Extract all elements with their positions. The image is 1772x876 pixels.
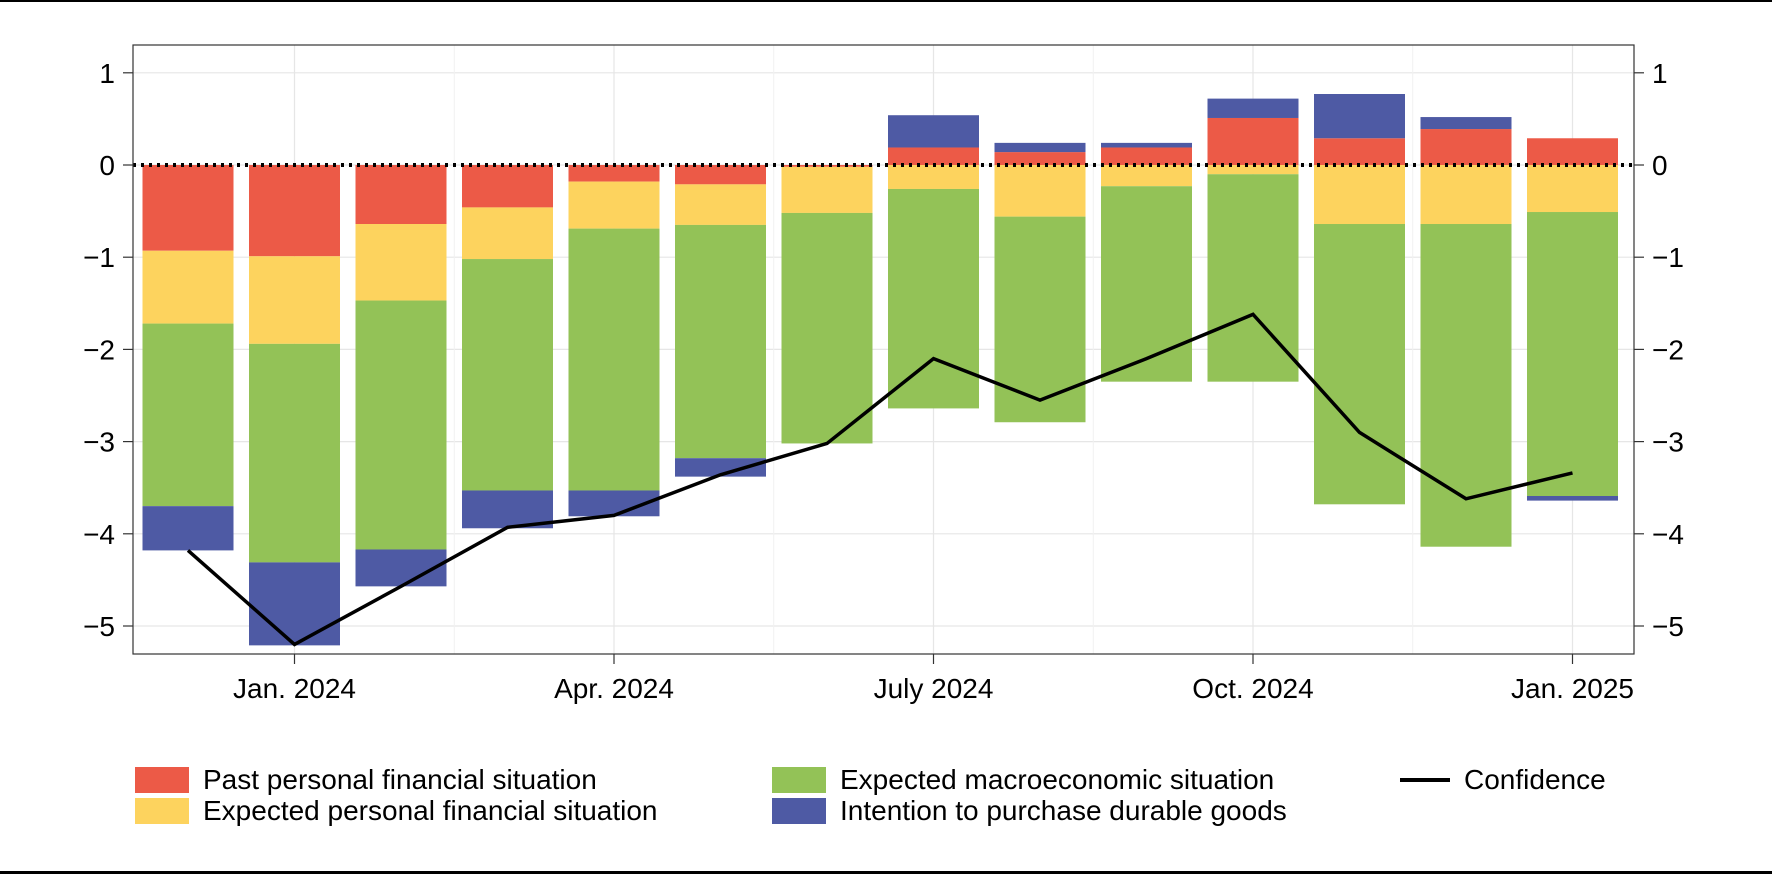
- y-tick-label-right: −4: [1652, 519, 1684, 550]
- bar-segment-series-1-cat-9: [1101, 165, 1192, 187]
- bar-segment-series-3-cat-8: [994, 142, 1086, 153]
- axes-layer: 1 1 0 0 −1 −1 −2 −2 −3 −3 −4 −4 −5 −5 Jan. 2024 Apr. 20…: [83, 44, 1684, 704]
- confidence-line: [186, 312, 1573, 647]
- frame-bottom-border: [0, 871, 1772, 874]
- legend-label-past-personal: Past personal financial situation: [203, 764, 597, 795]
- bar-segment-series-3-cat-0: [142, 506, 234, 551]
- bar-segment-series-2-cat-7: [888, 188, 979, 409]
- y-tick-label-right: −3: [1652, 427, 1684, 458]
- bar-segment-series-0-cat-10: [1207, 117, 1299, 165]
- bar-segment-series-2-cat-4: [568, 228, 660, 491]
- legend-label-expected-macro: Expected macroeconomic situation: [840, 764, 1275, 795]
- bar-segment-series-3-cat-9: [1101, 142, 1192, 148]
- bar-segment-series-2-cat-8: [994, 216, 1086, 423]
- bar-segment-series-0-cat-4: [568, 165, 660, 182]
- bar-segment-series-2-cat-5: [675, 224, 766, 459]
- bar-segment-series-0-cat-2: [355, 165, 447, 225]
- bar-segment-series-0-cat-9: [1101, 147, 1192, 165]
- frame-top-border: [0, 0, 1772, 2]
- y-tick-label-right: −1: [1652, 242, 1684, 273]
- bar-segment-series-3-cat-5: [675, 458, 766, 477]
- bar-segment-series-0-cat-8: [994, 152, 1086, 165]
- bar-segment-series-0-cat-12: [1420, 129, 1512, 165]
- y-tick-label-right: 1: [1652, 58, 1668, 89]
- y-tick-label-right: −5: [1652, 611, 1684, 642]
- bar-segment-series-0-cat-0: [142, 165, 234, 251]
- legend-label-confidence: Confidence: [1464, 764, 1606, 795]
- legend-swatch-expected-macro: [772, 767, 826, 793]
- bar-segment-series-1-cat-4: [568, 181, 660, 229]
- legend-item-expected-personal: Expected personal financial situation: [135, 795, 658, 826]
- bar-segment-series-2-cat-2: [355, 300, 447, 550]
- bar-segment-series-0-cat-1: [249, 165, 340, 257]
- bar-segment-series-1-cat-0: [142, 250, 234, 324]
- y-tick-label-left: −4: [83, 519, 115, 550]
- bar-segment-series-1-cat-7: [888, 165, 979, 189]
- bars-layer: [142, 94, 1618, 646]
- y-tick-label-left: −5: [83, 611, 115, 642]
- bar-segment-series-1-cat-13: [1527, 165, 1618, 213]
- bar-segment-series-2-cat-13: [1527, 212, 1618, 496]
- legend-item-past-personal: Past personal financial situation: [135, 764, 597, 795]
- legend-item-confidence: Confidence: [1400, 764, 1606, 795]
- bar-segment-series-2-cat-6: [781, 212, 873, 444]
- legend-swatch-confidence: [1400, 778, 1450, 782]
- legend-item-durable-goods: Intention to purchase durable goods: [772, 795, 1287, 826]
- bar-segment-series-2-cat-9: [1101, 186, 1192, 382]
- bar-segment-series-0-cat-13: [1527, 138, 1618, 165]
- bar-segment-series-3-cat-1: [249, 562, 340, 646]
- y-tick-label-left: −2: [83, 334, 115, 365]
- confidence-line-layer: [186, 312, 1573, 647]
- bar-segment-series-1-cat-10: [1207, 165, 1299, 175]
- y-tick-label-left: 1: [99, 58, 115, 89]
- y-tick-label-left: −1: [83, 242, 115, 273]
- bar-segment-series-1-cat-12: [1420, 165, 1512, 225]
- legend-label-expected-personal: Expected personal financial situation: [203, 795, 658, 826]
- bar-segment-series-0-cat-7: [888, 147, 979, 165]
- bar-segment-series-2-cat-3: [462, 259, 553, 491]
- y-tick-label-left: 0: [99, 150, 115, 181]
- bar-segment-series-0-cat-11: [1314, 138, 1405, 165]
- bar-segment-series-3-cat-13: [1527, 495, 1618, 501]
- y-tick-label-right: 0: [1652, 150, 1668, 181]
- x-tick-label: Jan. 2025: [1511, 673, 1634, 704]
- x-tick-label: Oct. 2024: [1192, 673, 1313, 704]
- bar-segment-series-3-cat-11: [1314, 94, 1405, 139]
- legend-label-durable-goods: Intention to purchase durable goods: [840, 795, 1287, 826]
- bar-segment-series-0-cat-6: [781, 165, 873, 167]
- bar-segment-series-3-cat-12: [1420, 117, 1512, 130]
- legend-swatch-expected-personal: [135, 798, 189, 824]
- legend: Past personal financial situation Expect…: [135, 764, 1735, 845]
- bar-segment-series-1-cat-5: [675, 184, 766, 225]
- bar-segment-series-1-cat-8: [994, 165, 1086, 217]
- legend-swatch-past-personal: [135, 767, 189, 793]
- bar-segment-series-1-cat-1: [249, 256, 340, 344]
- bar-segment-series-1-cat-3: [462, 207, 553, 260]
- bar-segment-series-3-cat-3: [462, 490, 553, 529]
- y-tick-label-right: −2: [1652, 334, 1684, 365]
- bar-segment-series-1-cat-2: [355, 224, 447, 301]
- bar-segment-series-1-cat-11: [1314, 165, 1405, 225]
- bar-segment-series-2-cat-1: [249, 343, 340, 563]
- legend-swatch-durable-goods: [772, 798, 826, 824]
- bar-segment-series-2-cat-0: [142, 323, 234, 507]
- bar-segment-series-2-cat-11: [1314, 224, 1405, 505]
- x-tick-label: July 2024: [874, 673, 994, 704]
- y-tick-label-left: −3: [83, 427, 115, 458]
- legend-item-expected-macro: Expected macroeconomic situation: [772, 764, 1275, 795]
- bar-segment-series-1-cat-6: [781, 166, 873, 213]
- bar-segment-series-0-cat-3: [462, 165, 553, 208]
- x-tick-label: Jan. 2024: [233, 673, 356, 704]
- bar-segment-series-3-cat-10: [1207, 98, 1299, 118]
- bar-segment-series-3-cat-7: [888, 115, 979, 148]
- bar-segment-series-0-cat-5: [675, 165, 766, 185]
- x-tick-label: Apr. 2024: [554, 673, 674, 704]
